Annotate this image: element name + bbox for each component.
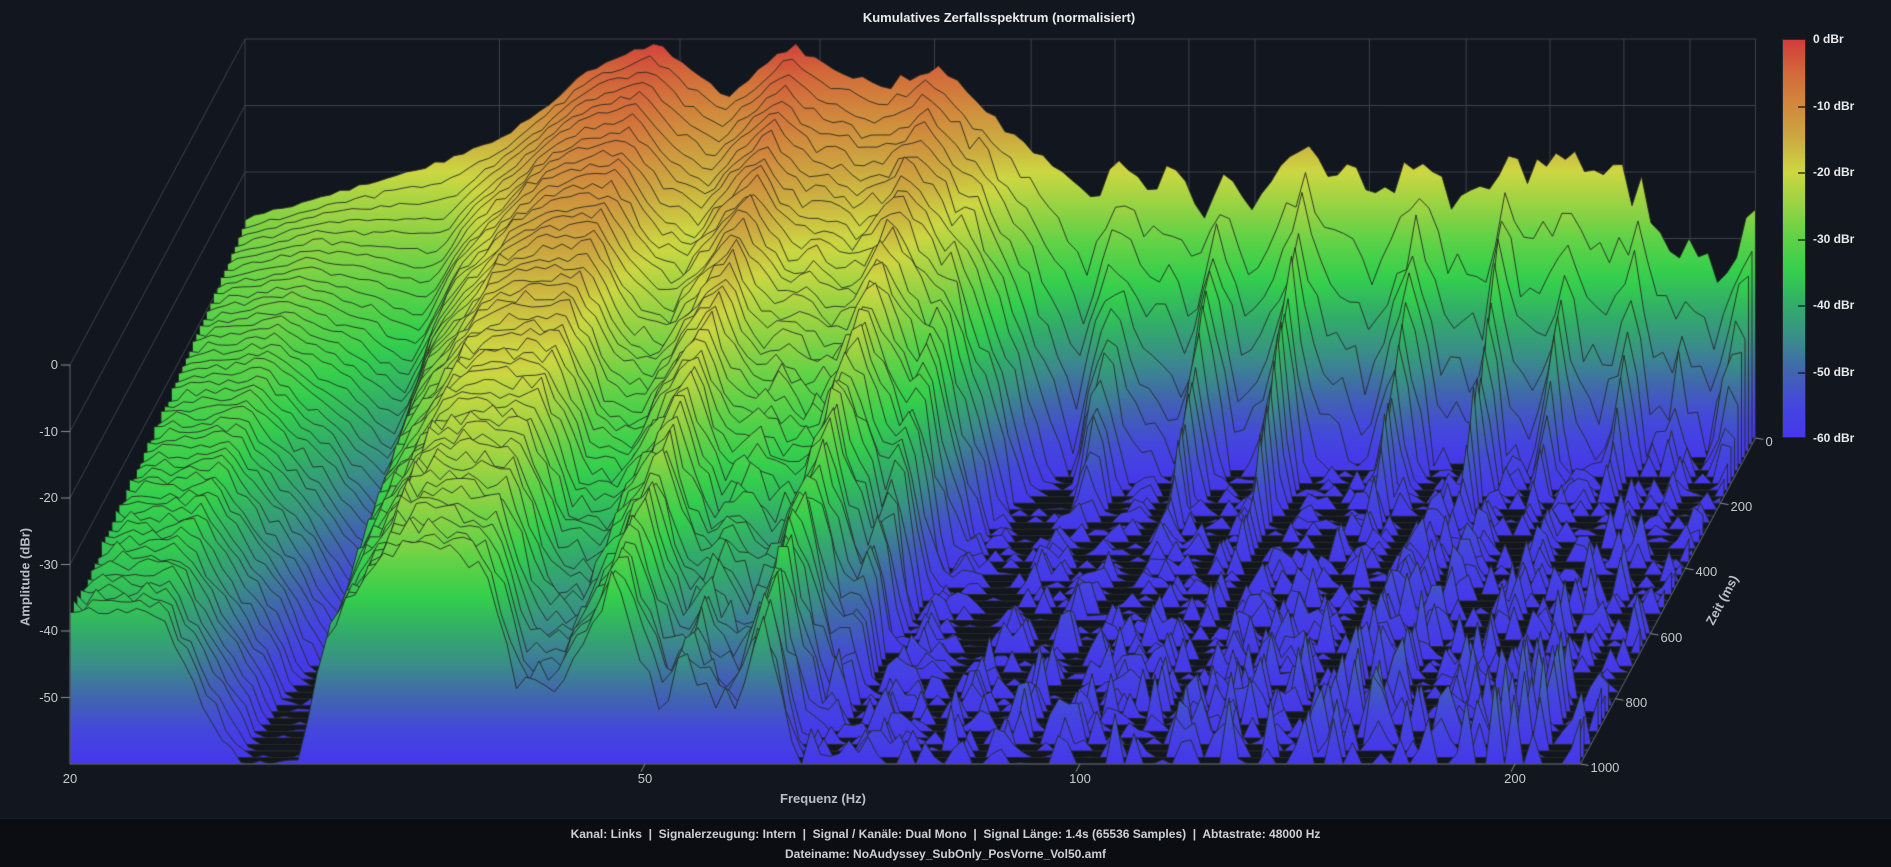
colorbar-tick-label: -50 dBr	[1813, 364, 1855, 379]
amplitude-tick-label: -40	[39, 623, 58, 638]
frequency-tick-label: 50	[637, 771, 653, 786]
amplitude-tick-label: -10	[39, 423, 58, 439]
status-line-filename: Dateiname: NoAudyssey_SubOnly_PosVorne_V…	[785, 847, 1106, 861]
time-tick-label: 1000	[1590, 760, 1620, 775]
colorbar-gradient	[1782, 39, 1806, 438]
status-line-measurement-info: Kanal: Links | Signalerzeugung: Intern |…	[570, 827, 1321, 841]
time-tick-label: 200	[1730, 499, 1753, 515]
time-tick-label: 400	[1695, 564, 1718, 580]
colorbar-tick-label: -30 dBr	[1813, 231, 1855, 246]
frequency-tick-label: 200	[1504, 771, 1526, 786]
amplitude-tick-label: -50	[39, 689, 58, 705]
status-bar: Kanal: Links | Signalerzeugung: Intern |…	[0, 818, 1891, 867]
colorbar-tick	[1798, 238, 1805, 241]
amplitude-axis-label: Amplitude (dBr)	[17, 527, 33, 627]
time-tick-label: 0	[1765, 434, 1773, 449]
colorbar-tick-label: 0 dBr	[1813, 32, 1844, 46]
colorbar-tick	[1798, 105, 1805, 108]
chart-title: Kumulatives Zerfallsspektrum (normalisie…	[862, 10, 1136, 25]
colorbar-tick	[1798, 172, 1805, 174]
frequency-tick-label: 100	[1069, 771, 1091, 786]
colorbar-tick	[1798, 371, 1805, 374]
colorbar-tick-label: -20 dBr	[1813, 165, 1855, 179]
amplitude-tick-label: 0	[50, 357, 58, 372]
time-tick-label: 600	[1660, 629, 1683, 645]
colorbar-tick-label: -40 dBr	[1813, 298, 1855, 312]
frequency-tick-label: 20	[62, 771, 78, 786]
time-tick-label: 800	[1625, 694, 1648, 710]
colorbar-tick-label: -10 dBr	[1813, 98, 1855, 113]
colorbar-tick-label: -60 dBr	[1813, 431, 1855, 445]
amplitude-tick-label: -30	[39, 556, 58, 572]
frequency-axis-label: Frequenz (Hz)	[780, 791, 866, 806]
colorbar-tick	[1798, 305, 1805, 307]
amplitude-tick-label: -20	[39, 490, 58, 505]
